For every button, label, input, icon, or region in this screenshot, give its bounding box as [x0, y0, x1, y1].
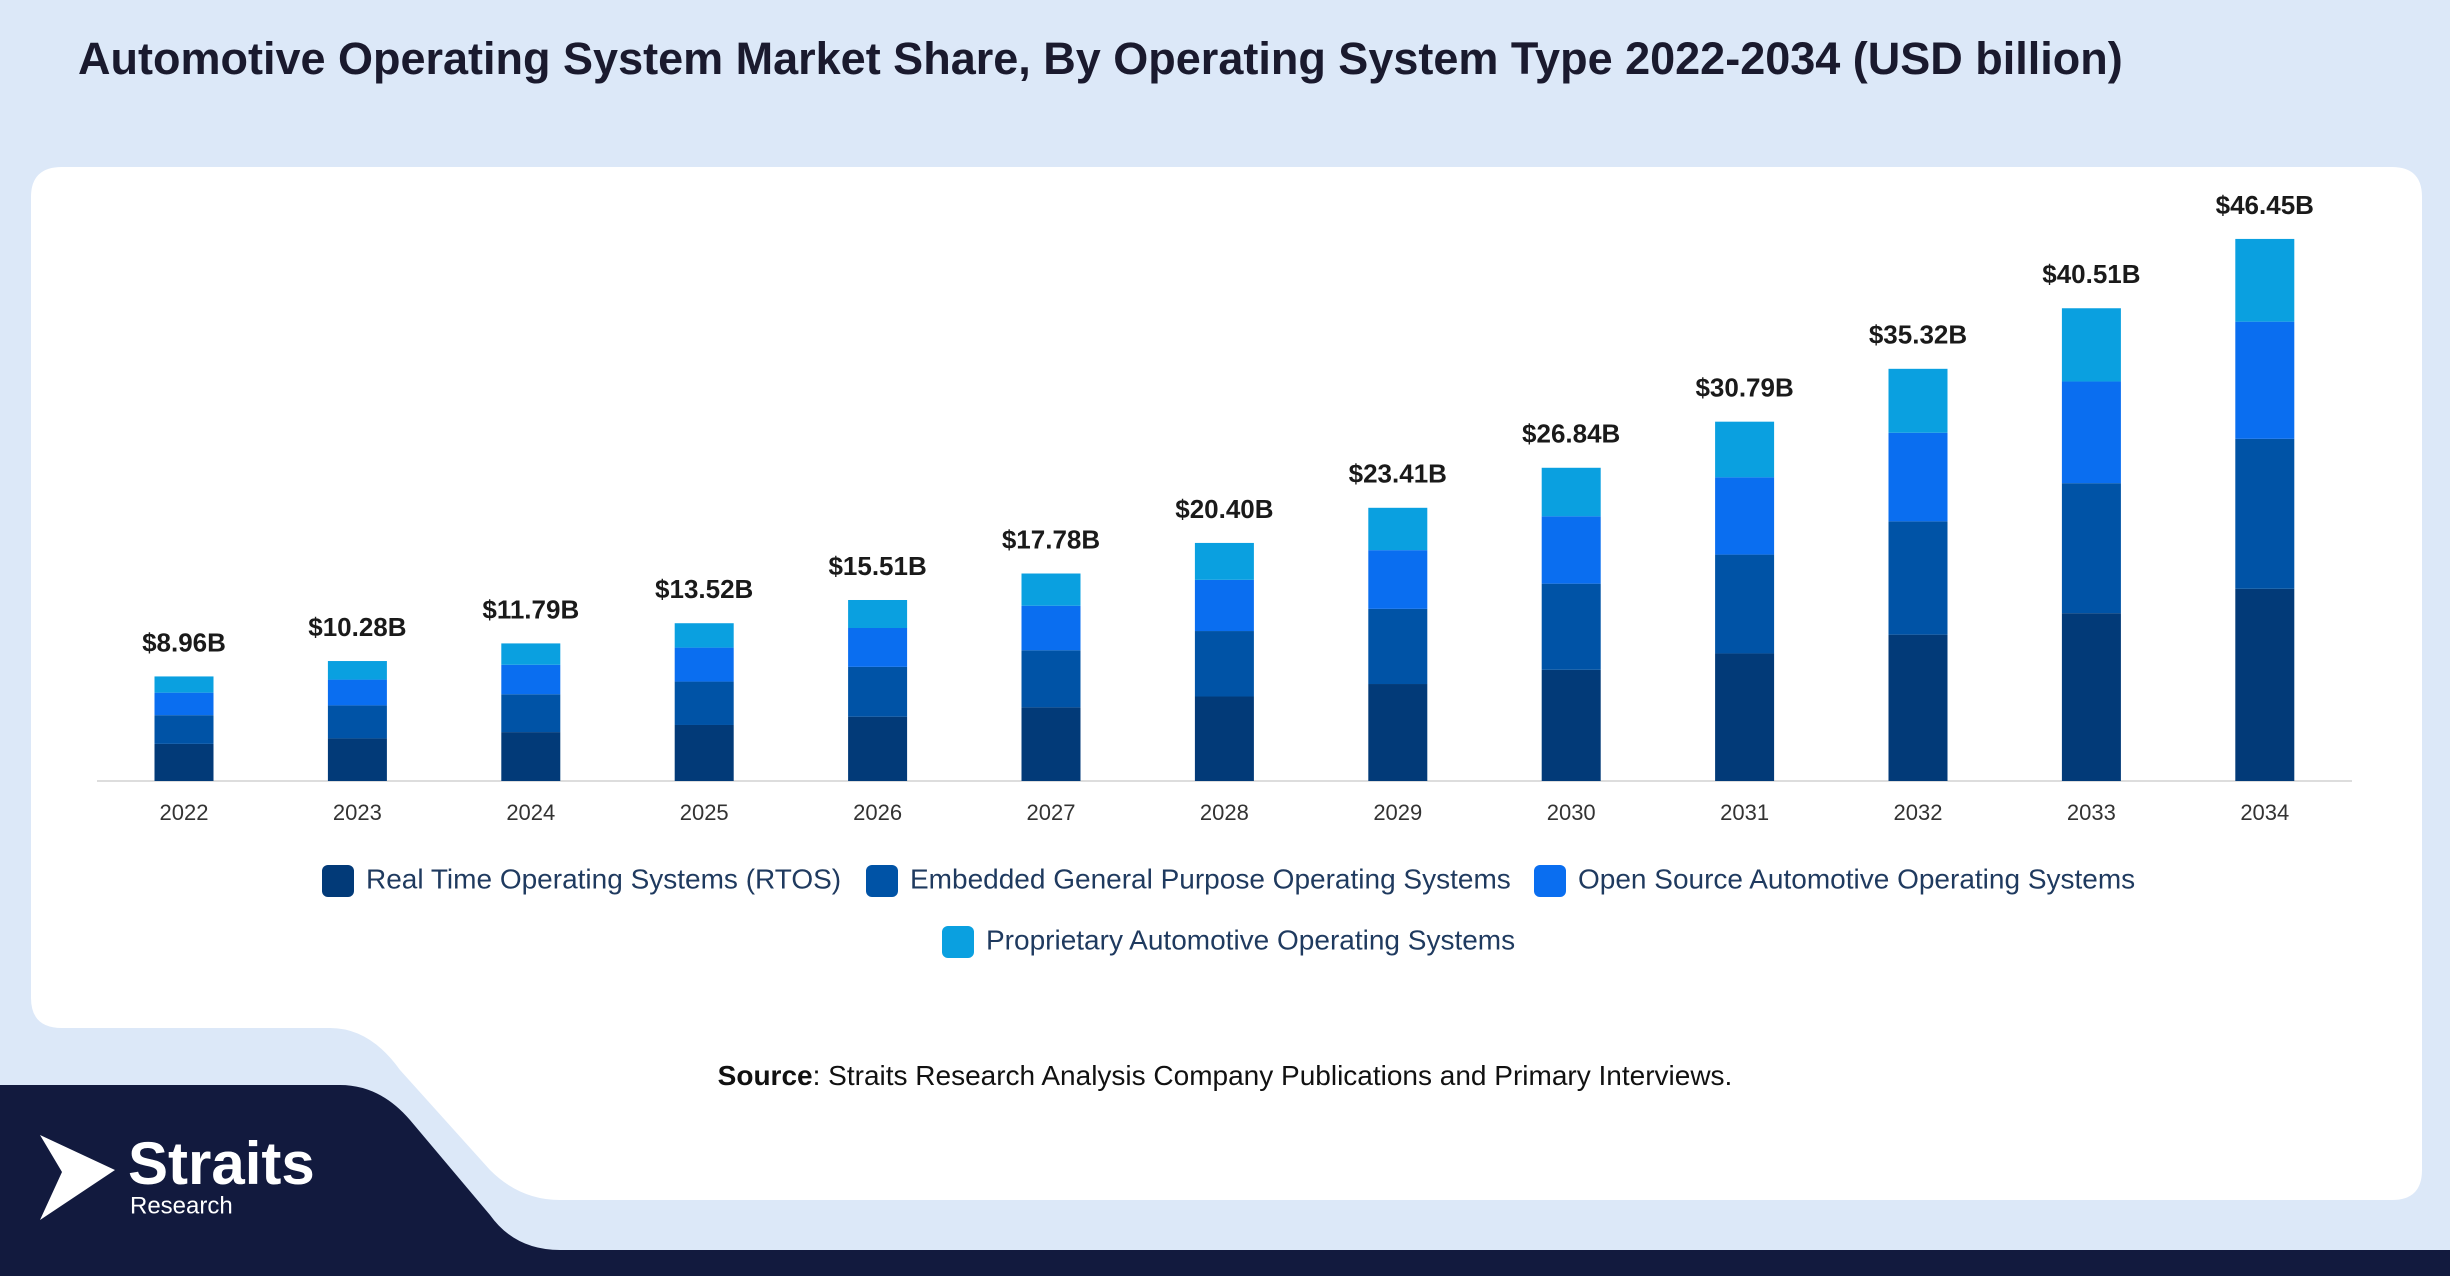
x-tick-label: 2025	[680, 800, 729, 825]
legend-swatch	[322, 865, 354, 897]
legend-label: Proprietary Automotive Operating Systems	[986, 924, 1515, 955]
bar-segment	[327, 705, 387, 739]
x-tick-label: 2024	[506, 800, 555, 825]
bar-segment	[848, 666, 908, 717]
legend-swatch	[1534, 865, 1566, 897]
total-label: $11.79B	[482, 594, 579, 624]
bar-segment	[154, 676, 214, 693]
bar-segment	[2061, 613, 2121, 781]
total-label: $20.40B	[1175, 494, 1273, 524]
bar-segment	[1715, 554, 1775, 654]
bar-segment	[2061, 381, 2121, 484]
x-tick-label: 2027	[1027, 800, 1076, 825]
bar-segment	[1888, 368, 1948, 433]
logo-tagline: Research	[130, 1192, 233, 1219]
total-label: $13.52B	[655, 574, 753, 604]
total-label: $40.51B	[2042, 259, 2140, 289]
bar-segment	[1715, 421, 1775, 478]
bar-segment	[2061, 483, 2121, 614]
bar-segment	[501, 732, 561, 781]
x-tick-label: 2028	[1200, 800, 1249, 825]
legend-label: Embedded General Purpose Operating Syste…	[910, 863, 1511, 894]
bar-segment	[501, 694, 561, 733]
total-label: $15.51B	[828, 551, 926, 581]
total-label: $26.84B	[1522, 419, 1620, 449]
legend-label: Real Time Operating Systems (RTOS)	[366, 863, 841, 894]
bar-segment	[2235, 438, 2295, 589]
bar-segment	[1888, 634, 1948, 781]
bar-segment	[1541, 467, 1601, 517]
bar-segment	[1541, 583, 1601, 670]
bar-segment	[848, 716, 908, 781]
bar-segment	[1021, 707, 1081, 781]
bar-segment	[1021, 650, 1081, 708]
bar-segment	[1368, 507, 1428, 551]
bar-segment	[674, 647, 734, 682]
total-label: $23.41B	[1349, 459, 1447, 489]
legend-swatch	[866, 865, 898, 897]
bar-segment	[1194, 579, 1254, 632]
chart-title: Automotive Operating System Market Share…	[78, 33, 2123, 84]
bar-segment	[1368, 684, 1428, 781]
bar-segment	[1541, 669, 1601, 781]
bar-segment	[327, 679, 387, 706]
x-tick-label: 2031	[1720, 800, 1769, 825]
source-label: Source	[718, 1060, 813, 1091]
bar-segment	[674, 681, 734, 725]
total-label: $17.78B	[1002, 524, 1100, 554]
bar-segment	[1715, 653, 1775, 781]
bar-segment	[327, 661, 387, 680]
legend-label: Open Source Automotive Operating Systems	[1578, 863, 2135, 894]
bar-segment	[327, 738, 387, 781]
bar-segment	[1541, 516, 1601, 584]
legend-swatch	[942, 926, 974, 958]
total-label: $10.28B	[308, 612, 406, 642]
bar-segment	[154, 692, 214, 716]
x-tick-label: 2029	[1373, 800, 1422, 825]
bar-segment	[848, 628, 908, 667]
bar-segment	[674, 724, 734, 781]
bar-segment	[1715, 477, 1775, 555]
x-tick-label: 2022	[160, 800, 209, 825]
bar-segment	[1368, 550, 1428, 609]
bar-segment	[154, 715, 214, 744]
bar-segment	[848, 599, 908, 629]
bar-segment	[2061, 308, 2121, 382]
x-tick-label: 2033	[2067, 800, 2116, 825]
x-tick-label: 2032	[1894, 800, 1943, 825]
source-text: : Straits Research Analysis Company Publ…	[813, 1060, 1733, 1091]
footer-band	[0, 1085, 2450, 1276]
x-tick-label: 2030	[1547, 800, 1596, 825]
total-label: $46.45B	[2216, 190, 2314, 220]
bar-segment	[674, 623, 734, 648]
bar-segment	[2235, 321, 2295, 439]
total-label: $30.79B	[1695, 373, 1793, 403]
logo-name: Straits	[128, 1130, 315, 1197]
bar-segment	[1888, 521, 1948, 635]
bar-segment	[2235, 588, 2295, 781]
x-tick-label: 2034	[2240, 800, 2289, 825]
bar-segment	[501, 664, 561, 695]
total-label: $8.96B	[142, 627, 226, 657]
bar-segment	[2235, 238, 2295, 322]
total-label: $35.32B	[1869, 320, 1967, 350]
bar-segment	[1368, 608, 1428, 685]
x-tick-label: 2026	[853, 800, 902, 825]
bar-segment	[1021, 573, 1081, 606]
logo-icon	[40, 1135, 115, 1220]
bar-segment	[501, 643, 561, 665]
source: Source: Straits Research Analysis Compan…	[718, 1060, 1733, 1091]
bar-segment	[1194, 542, 1254, 580]
x-tick-label: 2023	[333, 800, 382, 825]
bar-segment	[1194, 696, 1254, 781]
bar-segment	[154, 743, 214, 781]
bar-segment	[1194, 631, 1254, 697]
bar-segment	[1021, 605, 1081, 651]
bar-segment	[1888, 432, 1948, 522]
